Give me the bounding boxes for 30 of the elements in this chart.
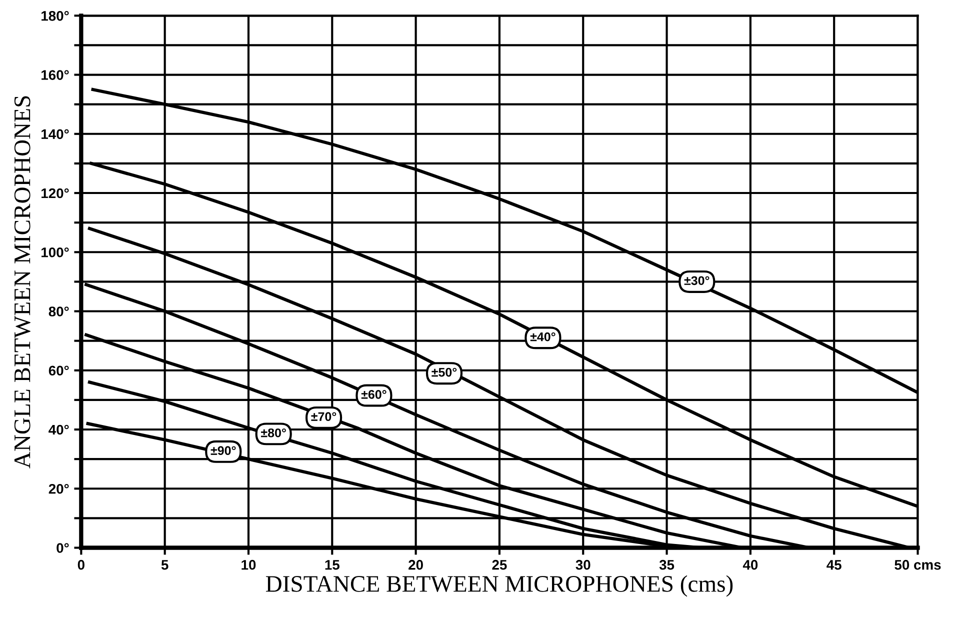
y-tick-label: 120° [42,188,69,198]
y-tick-label: 60° [48,366,69,376]
x-tick-label: 10 [242,560,256,570]
y-tick-label: 20° [48,484,69,494]
x-tick-label: 45 [826,560,842,570]
x-tick-label: 25 [492,560,507,570]
y-tick-label: 180° [42,10,69,21]
y-tick-label: 40° [48,424,69,435]
annotation: ±50° [432,368,457,377]
y-tick-label: 100° [42,247,69,258]
annotation: ±60° [361,390,386,399]
x-tick-label: 0 [78,560,84,570]
x-tick-label: 5 [161,560,168,570]
x-tick-label: 15 [325,560,340,570]
y-axis-title: ANGLE BETWEEN MICROPHONES [14,96,30,468]
y-tick-label: 160° [42,70,69,80]
annotation: ±90° [210,446,236,456]
x-tick-label: 40 [742,560,758,570]
annotation: ±70° [311,412,336,422]
annotation: ±80° [261,428,286,438]
annotation: ±40° [530,332,556,342]
annotation: ±30° [684,276,710,286]
x-tick-label: 35 [659,560,674,570]
y-tick-label: 80° [48,306,69,316]
x-tick-label: 50 cms [894,560,941,570]
x-tick-label: 20 [408,560,423,570]
x-tick-label: 30 [576,560,590,570]
x-axis-title: DISTANCE BETWEEN MICROPHONES (cms) [266,575,733,597]
y-tick-label: 0° [56,543,69,553]
y-tick-label: 140° [42,129,69,140]
